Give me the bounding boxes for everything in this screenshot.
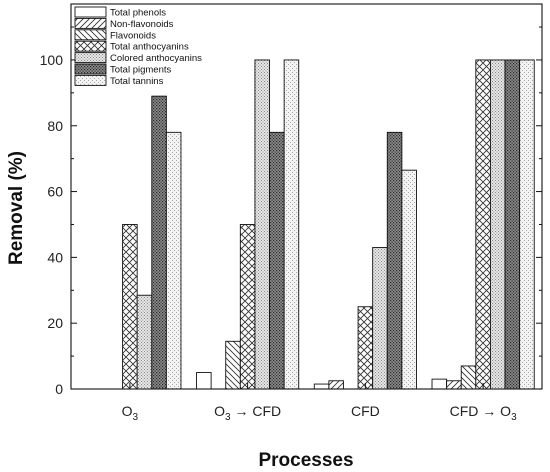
legend-label: Colored anthocyanins <box>110 53 202 64</box>
legend-swatch <box>74 6 107 18</box>
y-axis-title: Removal (%) <box>6 151 27 265</box>
y-tick-label: 0 <box>55 381 63 397</box>
y-tick-label: 40 <box>47 249 63 265</box>
legend-label: Total tannins <box>110 76 164 87</box>
bar <box>165 131 182 390</box>
bar <box>313 383 330 390</box>
x-axis-title: Processes <box>258 450 353 471</box>
legend-swatch <box>74 74 107 86</box>
bar <box>372 247 388 390</box>
legend: Total phenolsNon-flavonoidsFlavonoidsTot… <box>74 6 202 87</box>
bar <box>431 378 448 390</box>
bar <box>519 59 535 390</box>
bar <box>225 340 241 390</box>
legend-label: Flavonoids <box>110 30 156 41</box>
x-tick-label: CFD → O3 <box>450 403 517 423</box>
plot-area: 0 20 40 60 80 100 O3 O3 → CFD CFD CFD → O3 Total p… <box>40 3 543 423</box>
legend-label: Total pigments <box>110 65 172 76</box>
bar <box>401 169 417 390</box>
y-tick-label: 20 <box>47 315 63 331</box>
bar <box>151 95 167 390</box>
bar <box>136 294 153 390</box>
bar <box>254 59 270 390</box>
bar <box>283 59 300 390</box>
legend-swatch <box>74 52 107 64</box>
legend-swatch <box>74 63 107 75</box>
x-tick-label: O3 → CFD <box>214 403 281 423</box>
bar <box>446 380 462 390</box>
y-tick-label: 80 <box>47 118 63 134</box>
bar <box>269 131 285 390</box>
bar <box>196 372 212 390</box>
y-tick-label: 100 <box>40 52 64 68</box>
bar <box>386 131 403 390</box>
plot-frame <box>70 3 543 390</box>
bar <box>504 59 521 390</box>
bar <box>122 224 138 390</box>
bar <box>239 224 256 390</box>
bar <box>460 365 477 390</box>
bar <box>475 59 491 390</box>
legend-swatch <box>74 29 107 41</box>
x-tick-label: CFD <box>351 403 380 419</box>
bar <box>357 306 374 390</box>
legend-label: Total phenols <box>110 8 166 19</box>
bar <box>489 59 506 390</box>
legend-label: Non-flavonoids <box>110 19 174 30</box>
x-tick-label: O3 <box>122 403 139 423</box>
legend-swatch <box>74 40 107 52</box>
bar <box>328 380 344 390</box>
y-tick-label: 60 <box>47 184 63 200</box>
legend-swatch <box>74 17 107 29</box>
legend-label: Total anthocyanins <box>110 42 189 53</box>
